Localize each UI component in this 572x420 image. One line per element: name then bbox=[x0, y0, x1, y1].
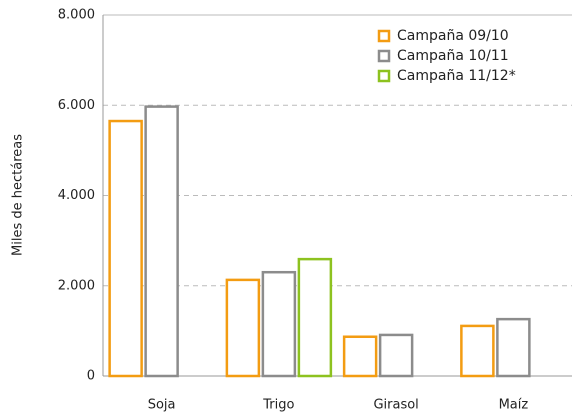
x-tick-label: Soja bbox=[148, 398, 176, 413]
legend: Campaña 09/10 Campaña 10/11 Campaña 11/12* bbox=[377, 28, 516, 84]
legend-swatch bbox=[377, 29, 391, 43]
bar bbox=[496, 317, 531, 378]
legend-label: Campaña 09/10 bbox=[397, 28, 509, 44]
y-tick-label: 0 bbox=[87, 369, 95, 384]
bar bbox=[144, 105, 179, 378]
y-tick-label: 6.000 bbox=[58, 98, 95, 113]
bar bbox=[342, 335, 378, 378]
y-tick-label: 8.000 bbox=[58, 8, 95, 23]
x-tick-label: Girasol bbox=[373, 398, 418, 413]
legend-swatch bbox=[377, 69, 391, 83]
bar bbox=[225, 278, 261, 378]
x-tick-label: Trigo bbox=[262, 398, 294, 413]
bar bbox=[108, 119, 143, 378]
legend-swatch bbox=[377, 49, 391, 63]
legend-label: Campaña 11/12* bbox=[397, 68, 516, 84]
bar bbox=[460, 324, 495, 378]
bar bbox=[378, 333, 414, 378]
y-axis-title: Miles de hectáreas bbox=[11, 134, 26, 256]
y-tick-label: 2.000 bbox=[58, 278, 95, 293]
x-tick-label: Maíz bbox=[499, 398, 529, 413]
bar bbox=[297, 257, 333, 378]
bar bbox=[261, 270, 297, 378]
legend-label: Campaña 10/11 bbox=[397, 48, 509, 64]
y-tick-label: 4.000 bbox=[58, 188, 95, 203]
